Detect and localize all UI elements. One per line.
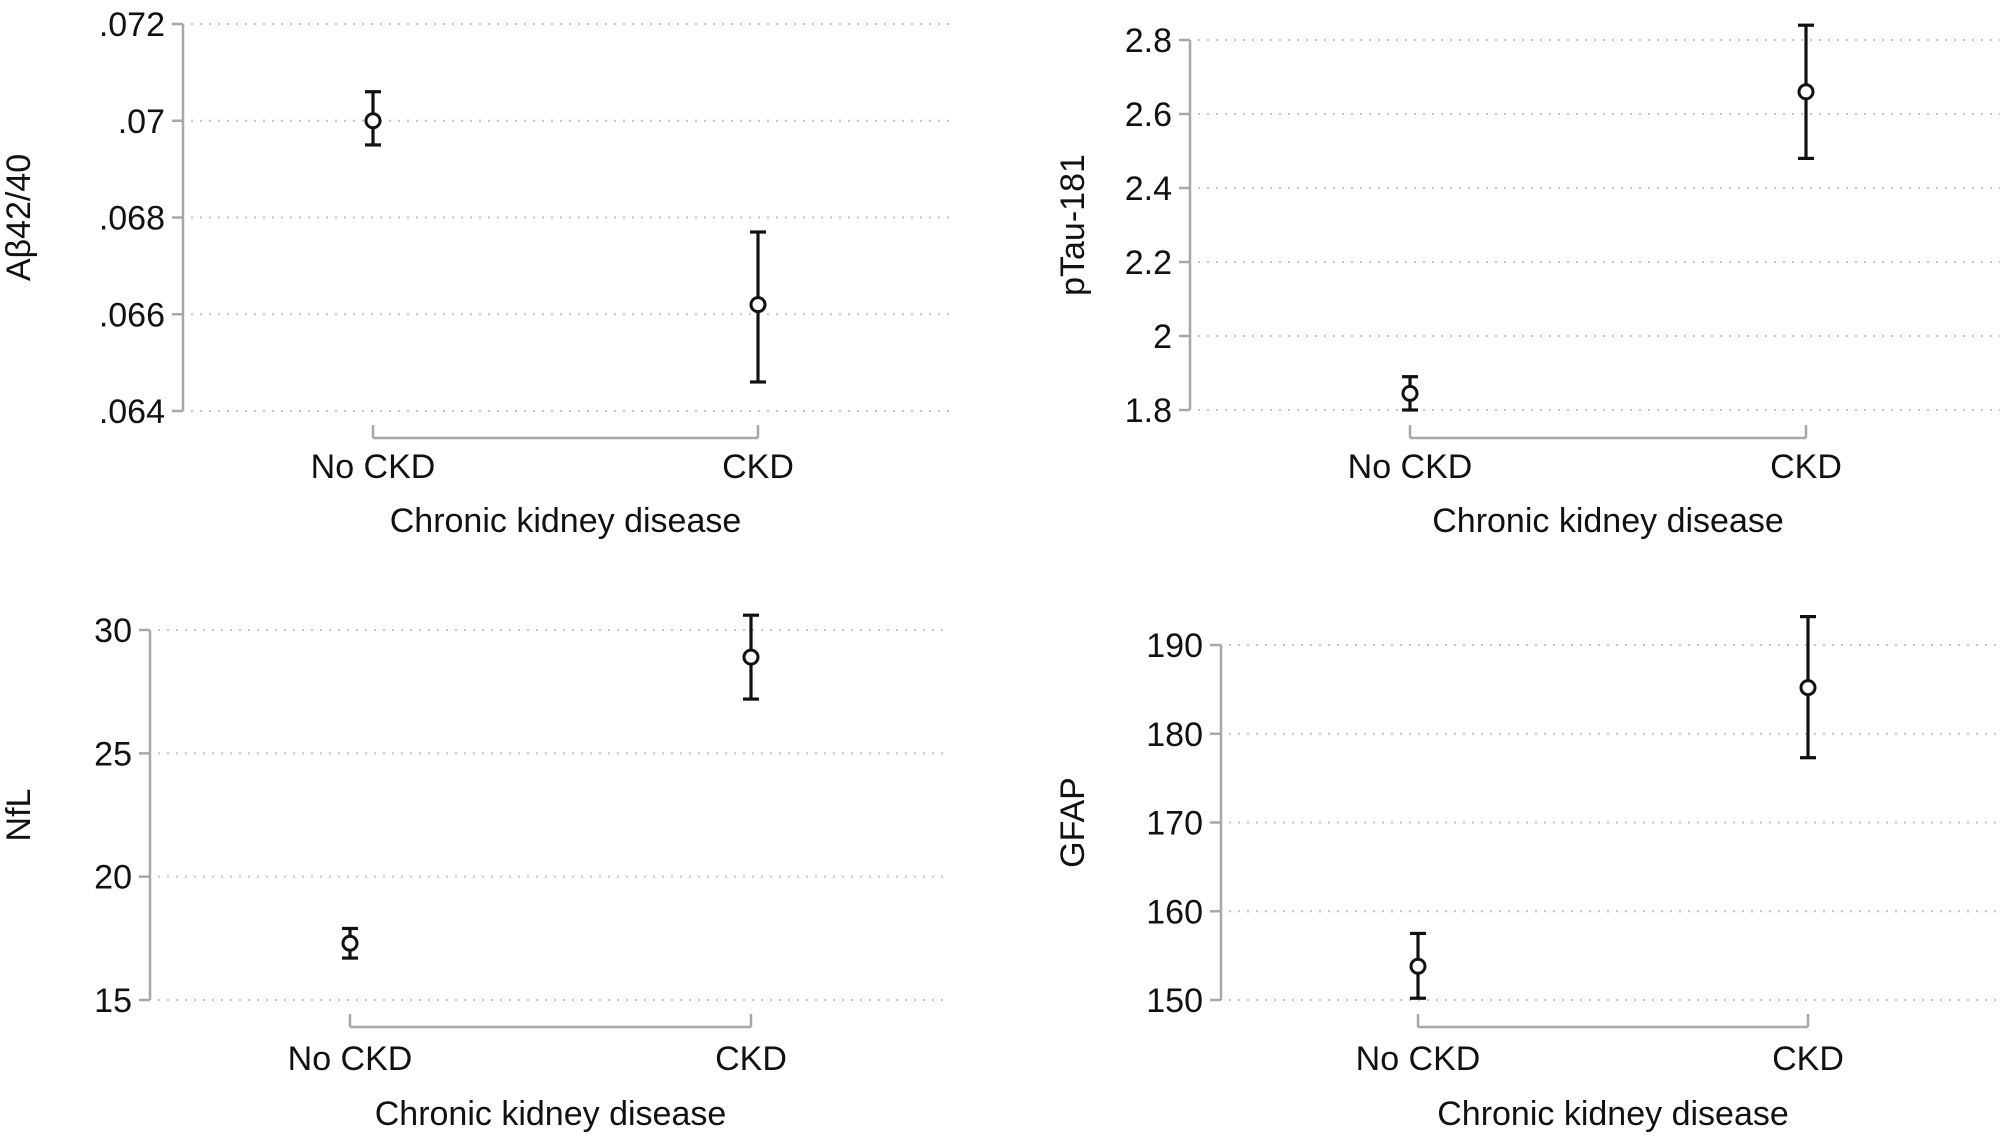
y-tick-label: .072 [99, 6, 165, 44]
x-axis-title: Chronic kidney disease [1437, 1095, 1789, 1133]
x-axis-title: Chronic kidney disease [390, 502, 742, 540]
y-tick-label: 2.2 [1125, 244, 1172, 282]
y-tick-label: .066 [99, 296, 165, 334]
y-tick-label: 20 [94, 859, 132, 897]
y-tick-label: .064 [99, 393, 165, 431]
y-tick-label: 2.6 [1125, 96, 1172, 134]
data-point [1797, 83, 1815, 101]
x-tick-label: No CKD [311, 448, 436, 486]
data-point [364, 112, 382, 130]
x-axis-title: Chronic kidney disease [375, 1095, 727, 1133]
y-tick-label: 30 [94, 612, 132, 650]
y-tick-label: 160 [1146, 893, 1203, 931]
y-tick-label: 2.8 [1125, 22, 1172, 60]
panel-ptau: 1.8 2 2.2 2.4 2.6 2.8 No CKD CKD Chronic kidney … [1000, 0, 2008, 560]
chart-svg-1: 1.8 2 2.2 2.4 2.6 2.8 No CKD CKD Chronic kidney … [1054, 22, 2000, 540]
y-axis-title: GFAP [1054, 777, 1092, 868]
data-point [1401, 384, 1419, 402]
y-tick-label: 25 [94, 735, 132, 773]
x-tick-label: No CKD [288, 1040, 413, 1078]
data-point [742, 648, 760, 666]
x-tick-label: CKD [1770, 448, 1842, 486]
y-axis-title: pTau-181 [1054, 154, 1092, 296]
panel-abeta: .064 .066 .068 .07 .072 No CKD CKD Chronic kidn… [0, 0, 1000, 560]
x-tick-label: CKD [722, 448, 794, 486]
y-tick-label: 180 [1146, 716, 1203, 754]
x-tick-label: No CKD [1348, 448, 1473, 486]
panel-gfap: 150 160 170 180 190 No CKD CKD Chronic kidney d… [1000, 600, 2008, 1145]
y-tick-label: .068 [99, 200, 165, 238]
x-axis-title: Chronic kidney disease [1432, 502, 1784, 540]
y-tick-label: 150 [1146, 982, 1203, 1020]
y-axis-title: Aβ42/40 [0, 154, 38, 281]
x-tick-label: CKD [715, 1040, 787, 1078]
data-point [341, 934, 359, 952]
y-tick-label: 170 [1146, 805, 1203, 843]
chart-svg-0: .064 .066 .068 .07 .072 No CKD CKD Chronic kidn… [0, 6, 950, 540]
chart-svg-3: 150 160 170 180 190 No CKD CKD Chronic kidney d… [1054, 615, 2000, 1133]
chart-svg-2: 15 20 25 30 No CKD CKD Chronic kidney disease N… [0, 612, 950, 1133]
y-tick-label: 15 [94, 982, 132, 1020]
y-tick-label: 2.4 [1125, 170, 1172, 208]
y-tick-label: .07 [118, 103, 165, 141]
y-tick-label: 190 [1146, 627, 1203, 665]
data-point [1409, 957, 1427, 975]
data-point [749, 296, 767, 314]
x-tick-label: CKD [1772, 1040, 1844, 1078]
y-tick-label: 1.8 [1125, 392, 1172, 430]
y-tick-label: 2 [1153, 318, 1172, 356]
data-point [1799, 679, 1817, 697]
y-axis-title: NfL [0, 789, 38, 842]
panel-nfl: 15 20 25 30 No CKD CKD Chronic kidney disease N… [0, 600, 1000, 1145]
x-tick-label: No CKD [1356, 1040, 1481, 1078]
